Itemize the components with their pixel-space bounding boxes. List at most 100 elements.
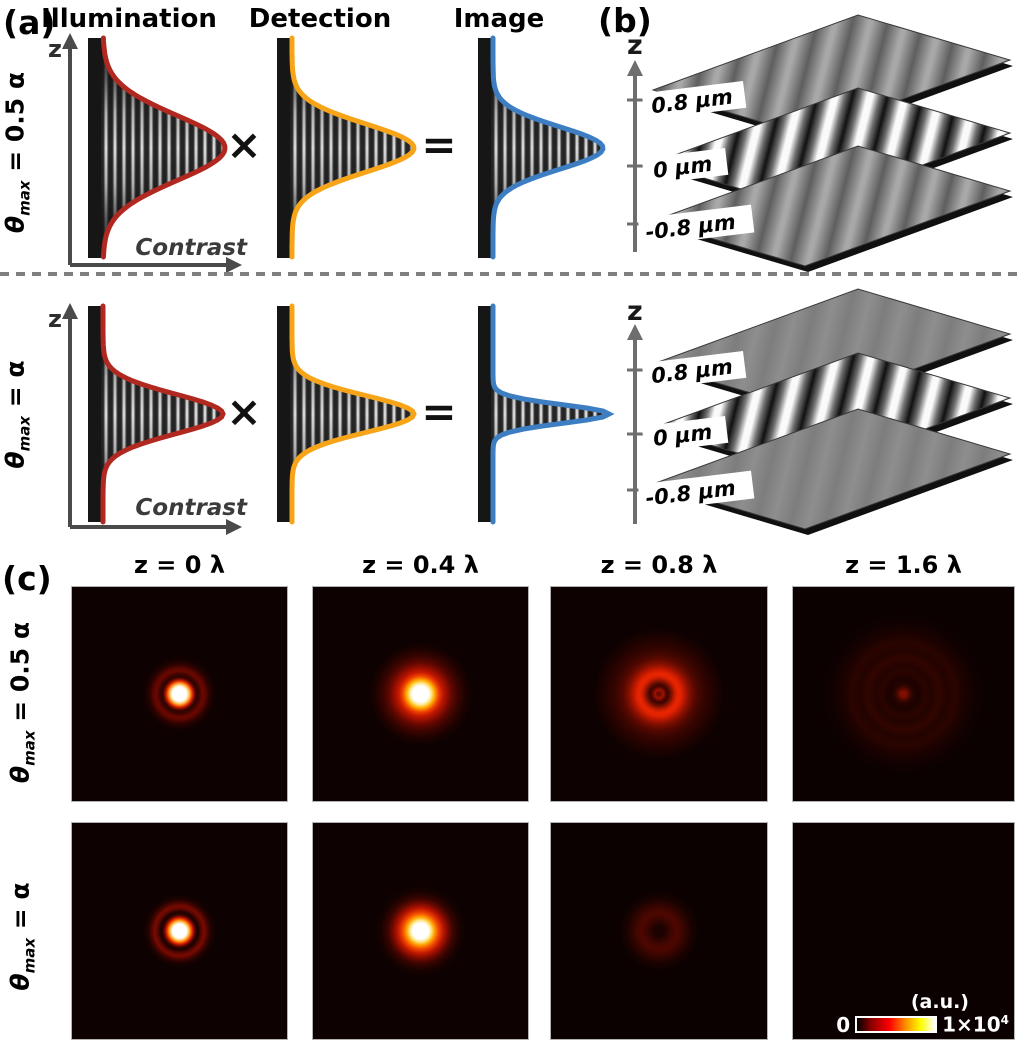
zero-contrast-bar — [88, 306, 101, 522]
psf-spot — [313, 823, 528, 1039]
psf-image-r1-z1p6 — [792, 586, 1015, 802]
theta-value: = α — [5, 882, 35, 938]
grating-stripes — [101, 306, 223, 522]
plane-surface — [651, 145, 1012, 267]
chip-background — [641, 415, 729, 453]
psf-spot — [551, 587, 767, 801]
theta-value: = 0.5 α — [5, 621, 35, 731]
image-profile-row1 — [478, 35, 606, 260]
contrast-axis-label: Contrast — [135, 235, 248, 261]
panel-b-label: (b) — [598, 1, 652, 40]
theta-subscript: max — [20, 730, 39, 766]
colorbar-title: (a.u.) — [910, 991, 969, 1014]
multiply-sign-row1: × — [226, 120, 262, 169]
psf-image-r1-z0p8 — [550, 586, 768, 802]
colorbar-gradient-strip — [855, 1016, 938, 1034]
equals-sign-row1: = — [421, 120, 457, 169]
theta-symbol: θ — [5, 973, 35, 991]
psf-image-r2-z0 — [71, 822, 288, 1040]
psf-image-r2-z0p4 — [312, 822, 529, 1040]
colorbar: (a.u.) 0 1×104 — [836, 991, 1009, 1035]
defocus-stack-top: z 0.8 μm 0 μm -0.8 μm — [627, 14, 1013, 272]
tick-chip-0um: 0 μm — [641, 415, 729, 453]
image-profile-row2 — [478, 303, 615, 525]
defocus-stack-bottom: z 0.8 μm 0 μm -0.8 μm — [627, 288, 1013, 535]
psf-spot — [793, 587, 1014, 801]
header-detection: Detection — [248, 4, 392, 34]
grating-stripes — [101, 38, 225, 258]
psf-spot — [72, 587, 287, 801]
chip-background — [641, 350, 747, 391]
axes-row2: z Contrast — [48, 303, 248, 535]
chip-background — [641, 147, 729, 185]
detection-profile-row1 — [277, 35, 417, 260]
tick-chip-0um: 0 μm — [641, 147, 729, 185]
panel-c-label: (c) — [2, 559, 52, 598]
col-header-z0p8: z = 0.8 λ — [600, 551, 718, 579]
psf-spot — [793, 823, 1014, 1039]
chip-background — [637, 470, 755, 513]
z-axis-label: z — [48, 305, 62, 333]
tick-chip-minus-0p8um: -0.8 μm — [637, 204, 755, 247]
contrast-envelope-curve — [100, 303, 226, 525]
contrast-envelope-curve — [289, 35, 417, 260]
psf-spot — [313, 587, 528, 801]
contrast-envelope-curve — [100, 35, 228, 260]
colorbar-scale: 0 1×104 — [836, 1014, 1009, 1035]
row-label-theta-alpha: θmax = α — [5, 867, 46, 1007]
equals-sign-row2: = — [421, 387, 457, 436]
zero-contrast-bar — [277, 306, 290, 522]
grating-stripes — [290, 38, 414, 258]
plane-minus-0p8um — [651, 145, 1013, 272]
zero-contrast-bar — [478, 306, 491, 522]
grating-stripes — [491, 306, 609, 522]
col-header-z1p6: z = 1.6 λ — [845, 551, 962, 579]
contrast-axis-arrowhead — [226, 519, 242, 535]
grating-stripes — [491, 38, 603, 258]
colorbar-min: 0 — [836, 1012, 851, 1037]
contrast-envelope-curve — [490, 303, 615, 525]
zero-contrast-bar — [277, 38, 290, 258]
row-label-theta-alpha: θmax = α — [0, 345, 41, 485]
theta-subscript: max — [20, 937, 39, 974]
zero-contrast-bar — [478, 38, 491, 258]
z-axis-arrowhead — [62, 303, 78, 319]
colorbar-max: 1×104 — [942, 1013, 1009, 1037]
contrast-envelope-curve — [490, 35, 606, 260]
chip-background — [641, 80, 747, 121]
z-axis-arrowhead — [627, 324, 643, 340]
row-label-theta-half-alpha: θmax = 0.5 α — [5, 608, 46, 798]
header-illumination: Illumination — [41, 4, 217, 34]
zero-contrast-bar — [88, 38, 101, 258]
axes-row1: z Contrast — [48, 33, 248, 273]
theta-value: = α — [0, 360, 30, 416]
theta-symbol: θ — [0, 215, 30, 234]
chip-background — [637, 204, 755, 247]
psf-spot — [72, 823, 287, 1039]
theta-symbol: θ — [5, 765, 35, 784]
z-axis-arrowhead — [627, 60, 643, 76]
col-header-z0: z = 0 λ — [133, 551, 226, 579]
psf-image-r2-z0p8 — [550, 822, 768, 1040]
psf-image-r1-z0p4 — [312, 586, 529, 802]
contrast-envelope-curve — [289, 303, 417, 525]
theta-symbol: θ — [0, 451, 30, 469]
col-header-z0p4: z = 0.4 λ — [362, 551, 479, 579]
illumination-profile-row2 — [88, 303, 226, 525]
multiply-sign-row2: × — [226, 387, 262, 436]
panel-a-label: (a) — [3, 3, 56, 42]
theta-subscript: max — [15, 415, 34, 452]
z-axis-label: z — [627, 296, 643, 327]
psf-spot — [551, 823, 767, 1039]
dashed-divider — [0, 272, 1017, 276]
theta-subscript: max — [15, 180, 34, 216]
contrast-axis-arrowhead — [226, 257, 242, 273]
tick-chip-0p8um: 0.8 μm — [641, 80, 747, 121]
psf-image-r1-z0 — [71, 586, 288, 802]
z-axis-arrowhead — [62, 33, 78, 49]
illumination-profile-row1 — [88, 35, 228, 260]
row-label-theta-half-alpha: θmax = 0.5 α — [0, 58, 41, 248]
detection-profile-row2 — [277, 303, 417, 525]
contrast-axis-label: Contrast — [135, 495, 248, 521]
